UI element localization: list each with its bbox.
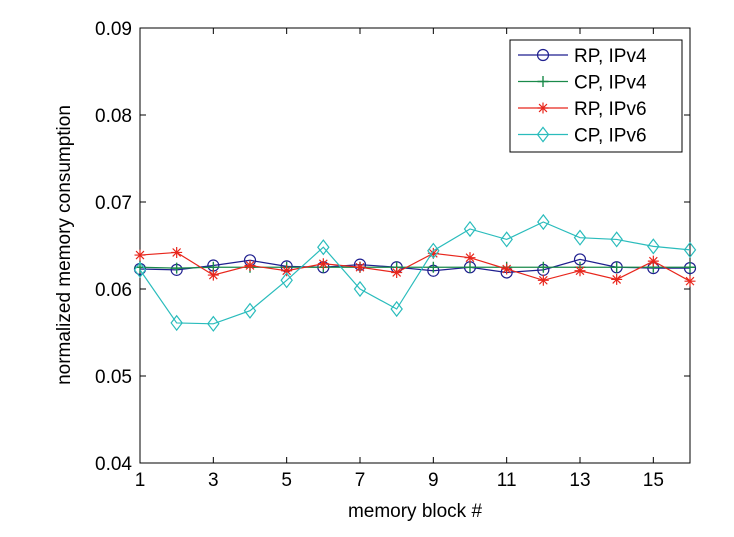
series-line: [139, 266, 690, 269]
y-axis-label: normalized memory consumption: [54, 105, 75, 385]
data-point: [391, 266, 403, 278]
data-point: [134, 249, 146, 261]
data-point: [684, 261, 696, 273]
data-point: [390, 300, 403, 318]
data-point: [647, 255, 659, 267]
x-axis-label: memory block #: [348, 501, 483, 522]
legend-label: CP, IPv4: [574, 73, 647, 94]
data-point: [243, 302, 257, 319]
data-point: [464, 261, 476, 273]
series-line: [139, 258, 690, 274]
data-point: [647, 238, 660, 255]
data-point: [683, 241, 697, 258]
data-point: [317, 258, 329, 270]
series-3: [133, 213, 697, 332]
series-layer: [133, 213, 697, 332]
data-point: [133, 261, 147, 278]
legend-label: CP, IPv6: [574, 126, 647, 147]
data-point: [573, 229, 587, 246]
legend-label: RP, IPv6: [574, 99, 647, 120]
data-point: [281, 265, 293, 277]
data-point: [611, 261, 623, 273]
x-axis: 1 3 5 7 9 11 13 15: [135, 28, 664, 491]
data-point: [207, 315, 220, 332]
series-line: [139, 251, 691, 282]
legend-marker: [537, 102, 549, 114]
x-tick-label: 7: [355, 470, 366, 491]
x-tick-label: 1: [135, 470, 146, 491]
x-tick-label: 5: [281, 470, 292, 491]
legend-item: CP, IPv6: [518, 126, 647, 147]
data-point: [427, 247, 439, 259]
legend: RP, IPv4 CP, IPv4 RP, IPv6 CP, IPv6: [509, 39, 683, 153]
y-tick-label: 0.09: [95, 19, 132, 40]
data-point: [317, 239, 330, 256]
data-point: [500, 231, 513, 248]
series-line: [139, 221, 691, 325]
x-tick-label: 3: [208, 470, 219, 491]
y-axis: 0.04 0.05 0.06 0.07 0.08 0.09: [95, 19, 690, 475]
data-point: [244, 260, 256, 272]
data-point: [170, 314, 183, 332]
series-2: [134, 246, 696, 287]
y-tick-label: 0.07: [95, 193, 132, 214]
data-point: [537, 213, 550, 231]
data-point: [353, 280, 367, 298]
data-point: [611, 273, 623, 285]
data-point: [171, 246, 183, 258]
data-point: [207, 269, 219, 281]
y-tick-label: 0.06: [95, 280, 132, 301]
data-point: [280, 272, 293, 289]
data-point: [574, 265, 586, 277]
y-tick-label: 0.04: [95, 454, 132, 475]
legend-item: RP, IPv4: [518, 46, 647, 67]
legend-marker: [536, 126, 550, 143]
data-point: [464, 252, 476, 264]
x-tick-label: 9: [428, 470, 439, 491]
data-point: [463, 220, 477, 238]
x-tick-label: 15: [643, 470, 664, 491]
data-point: [171, 262, 183, 274]
data-point: [610, 231, 623, 248]
x-tick-label: 11: [497, 470, 517, 491]
y-tick-label: 0.08: [95, 106, 132, 127]
legend-item: CP, IPv4: [518, 73, 647, 94]
data-point: [501, 263, 513, 275]
data-point: [427, 261, 439, 273]
data-point: [537, 274, 549, 286]
legend-label: RP, IPv4: [574, 46, 647, 67]
data-point: [537, 261, 549, 273]
data-point: [684, 275, 696, 287]
x-tick-label: 13: [569, 470, 590, 491]
legend-marker: [536, 48, 550, 62]
legend-marker: [537, 76, 549, 87]
data-point: [354, 261, 366, 273]
y-tick-label: 0.05: [95, 367, 132, 388]
legend-item: RP, IPv6: [518, 99, 647, 120]
data-point: [427, 242, 440, 259]
